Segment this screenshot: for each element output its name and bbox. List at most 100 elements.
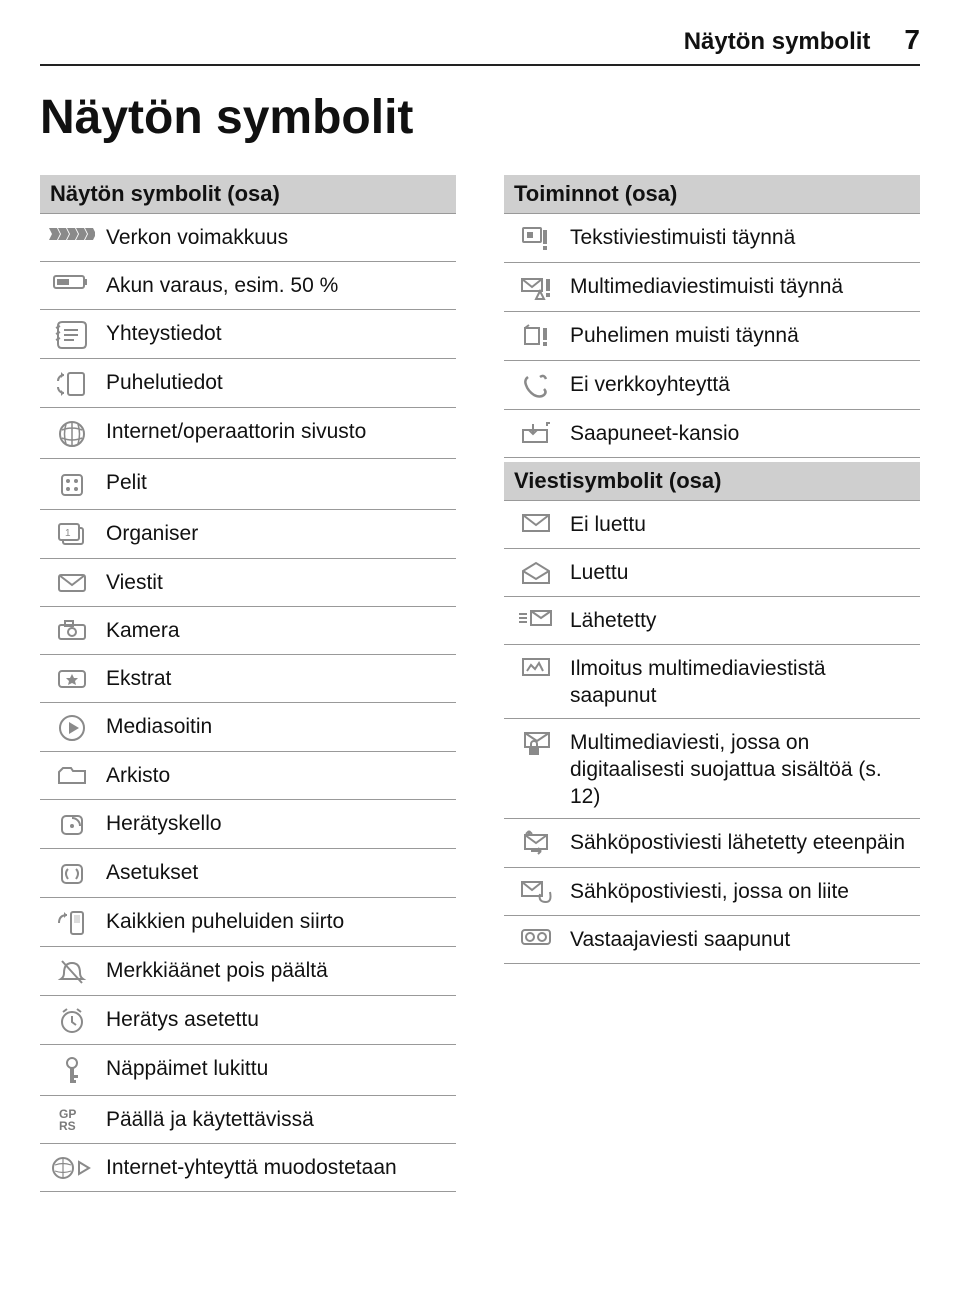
list-item-label: Ekstrat [100,663,448,692]
list-item: Herätyskello [40,800,456,849]
list-item: Näppäimet lukittu [40,1045,456,1096]
mediaplayer-icon [44,711,100,743]
list-item-label: Akun varaus, esim. 50 % [100,270,448,299]
unread-icon [508,509,564,535]
list-item-label: Organiser [100,518,448,547]
list-item: Ekstrat [40,655,456,703]
list-item-label: Kaikkien puheluiden siirto [100,906,448,935]
signal-icon [44,222,100,244]
list-item-label: Herätys asetettu [100,1004,448,1033]
page-number: 7 [898,24,920,56]
list-item-label: Ilmoitus multimediaviestistä saapunut [564,653,912,710]
gprs-icon: GPRS [44,1104,100,1134]
archive-icon [44,760,100,788]
list-item-label: Internet/operaattorin sivusto [100,416,448,445]
list-item: Internet/operaattorin sivusto [40,408,456,459]
svg-text:RS: RS [59,1119,76,1133]
list-item-label: Multimediaviestimuisti täynnä [564,271,912,300]
mmsfull-icon [508,271,564,303]
list-item: Mediasoitin [40,703,456,752]
list-item-label: Multimediaviesti, jossa on digitaalisest… [564,727,912,811]
list-item-label: Herätyskello [100,808,448,837]
page-header: Näytön symbolit 7 [40,24,920,66]
list-item-label: Ei verkkoyhteyttä [564,369,912,398]
list-item: Merkkiäänet pois päältä [40,947,456,996]
list-item: Multimediaviesti, jossa on digitaalisest… [504,719,920,820]
list-item-label: Lähetetty [564,605,912,634]
list-item-label: Ei luettu [564,509,912,538]
globe-icon [44,416,100,450]
svg-text:1: 1 [65,528,71,539]
alarmset-icon [44,1004,100,1036]
extras-icon [44,663,100,691]
right-column: Toiminnot (osa) Tekstiviestimuisti täynn… [504,171,920,1192]
list-item: Akun varaus, esim. 50 % [40,262,456,310]
list-item: Kamera [40,607,456,655]
section-head-right-1: Viestisymbolit (osa) [504,462,920,501]
section-head-left: Näytön symbolit (osa) [40,175,456,214]
mmsnotif-icon [508,653,564,679]
contacts-icon [44,318,100,350]
read-icon [508,557,564,587]
battery-icon [44,270,100,292]
list-item-label: Puhelimen muisti täynnä [564,320,912,349]
list-item: Pelit [40,459,456,510]
list-item-label: Verkon voimakkuus [100,222,448,251]
list-item-label: Sähköpostiviesti, jossa on liite [564,876,912,905]
list-item-label: Tekstiviestimuisti täynnä [564,222,912,251]
list-item: Puhelutiedot [40,359,456,408]
emailfwd-icon [508,827,564,859]
list-item-label: Saapuneet-kansio [564,418,912,447]
list-item: Multimediaviestimuisti täynnä [504,263,920,312]
list-item-label: Viestit [100,567,448,596]
list-item-label: Arkisto [100,760,448,789]
inbox-icon [508,418,564,448]
list-item: Puhelimen muisti täynnä [504,312,920,361]
calllog-icon [44,367,100,399]
list-item: Luettu [504,549,920,597]
list-item-label: Puhelutiedot [100,367,448,396]
list-item: Ei verkkoyhteyttä [504,361,920,410]
list-item-label: Mediasoitin [100,711,448,740]
list-item: Asetukset [40,849,456,898]
section-head-right-0: Toiminnot (osa) [504,175,920,214]
running-title: Näytön symbolit [684,28,871,56]
list-item: Kaikkien puheluiden siirto [40,898,456,947]
sent-icon [508,605,564,631]
list-item-label: Näppäimet lukittu [100,1053,448,1082]
list-item: Herätys asetettu [40,996,456,1045]
list-item-label: Luettu [564,557,912,586]
list-item: 1 Organiser [40,510,456,559]
list-item: GPRS Päällä ja käytettävissä [40,1096,456,1144]
settings-icon [44,857,100,889]
list-item: Sähköpostiviesti, jossa on liite [504,868,920,916]
list-item: Yhteystiedot [40,310,456,359]
list-item-label: Kamera [100,615,448,644]
games-icon [44,467,100,501]
nonetwork-icon [508,369,564,401]
list-item-label: Vastaajaviesti saapunut [564,924,912,953]
content-columns: Näytön symbolit (osa) Verkon voimakkuus … [40,171,920,1192]
page-title: Näytön symbolit [40,90,920,145]
list-item: Saapuneet-kansio [504,410,920,458]
list-item: Ei luettu [504,501,920,549]
list-item: Sähköpostiviesti lähetetty eteenpäin [504,819,920,868]
smsfull-icon [508,222,564,254]
camera-icon [44,615,100,643]
list-item: Vastaajaviesti saapunut [504,916,920,964]
messages-icon [44,567,100,595]
phonememfull-icon [508,320,564,352]
emailattach-icon [508,876,564,906]
list-item-label: Merkkiäänet pois päältä [100,955,448,984]
mute-icon [44,955,100,987]
divert-icon [44,906,100,938]
list-item-label: Internet-yhteyttä muodostetaan [100,1152,448,1181]
list-item-label: Päällä ja käytettävissä [100,1104,448,1133]
list-item: Internet-yhteyttä muodostetaan [40,1144,456,1192]
keylock-icon [44,1053,100,1087]
list-item: Tekstiviestimuisti täynnä [504,214,920,263]
list-item: Viestit [40,559,456,607]
list-item-label: Pelit [100,467,448,496]
alarmclock-icon [44,808,100,840]
list-item-label: Asetukset [100,857,448,886]
